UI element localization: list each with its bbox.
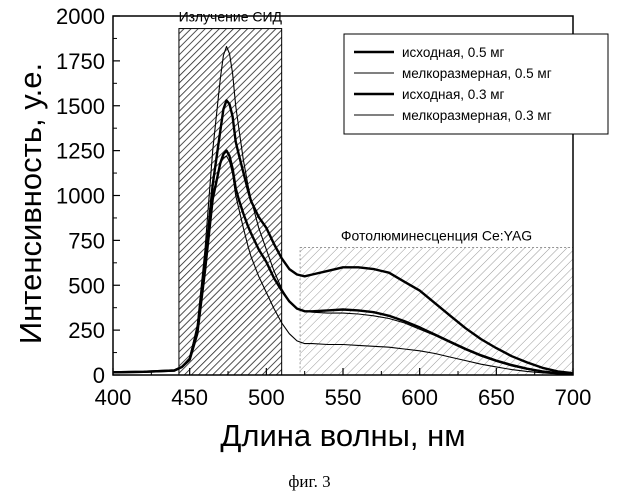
figure-caption: фиг. 3 xyxy=(0,472,619,492)
x-tick-label: 450 xyxy=(171,385,208,410)
x-tick-label: 700 xyxy=(555,385,592,410)
chart: Излучение СИДФотолюминесценция Ce:YAG 40… xyxy=(0,0,619,470)
y-tick-label: 1000 xyxy=(56,184,105,209)
region-label-2: Фотолюминесценция Ce:YAG xyxy=(341,228,532,244)
y-tick-label: 250 xyxy=(68,318,105,343)
y-tick-label: 750 xyxy=(68,228,105,253)
y-tick-label: 500 xyxy=(68,273,105,298)
legend-label-1: исходная, 0.5 мг xyxy=(402,45,505,60)
region-1 xyxy=(179,29,282,375)
y-tick-label: 1750 xyxy=(56,49,105,74)
x-tick-label: 500 xyxy=(248,385,285,410)
legend-label-4: мелкоразмерная, 0.3 мг xyxy=(402,108,552,123)
y-tick-label: 2000 xyxy=(56,4,105,29)
y-tick-label: 1250 xyxy=(56,139,105,164)
y-tick-label: 0 xyxy=(93,363,105,388)
legend: исходная, 0.5 мг мелкоразмерная, 0.5 мг ис… xyxy=(344,34,608,134)
x-tick-label: 550 xyxy=(325,385,362,410)
x-axis-title: Длина волны, нм xyxy=(220,418,465,453)
legend-label-2: мелкоразмерная, 0.5 мг xyxy=(402,66,552,81)
x-tick-label: 650 xyxy=(478,385,515,410)
x-tick-label: 600 xyxy=(401,385,438,410)
legend-label-3: исходная, 0.3 мг xyxy=(402,87,505,102)
y-tick-label: 1500 xyxy=(56,94,105,119)
y-axis-title: Интенсивность, у.е. xyxy=(13,63,48,344)
x-tick-label: 400 xyxy=(95,385,132,410)
